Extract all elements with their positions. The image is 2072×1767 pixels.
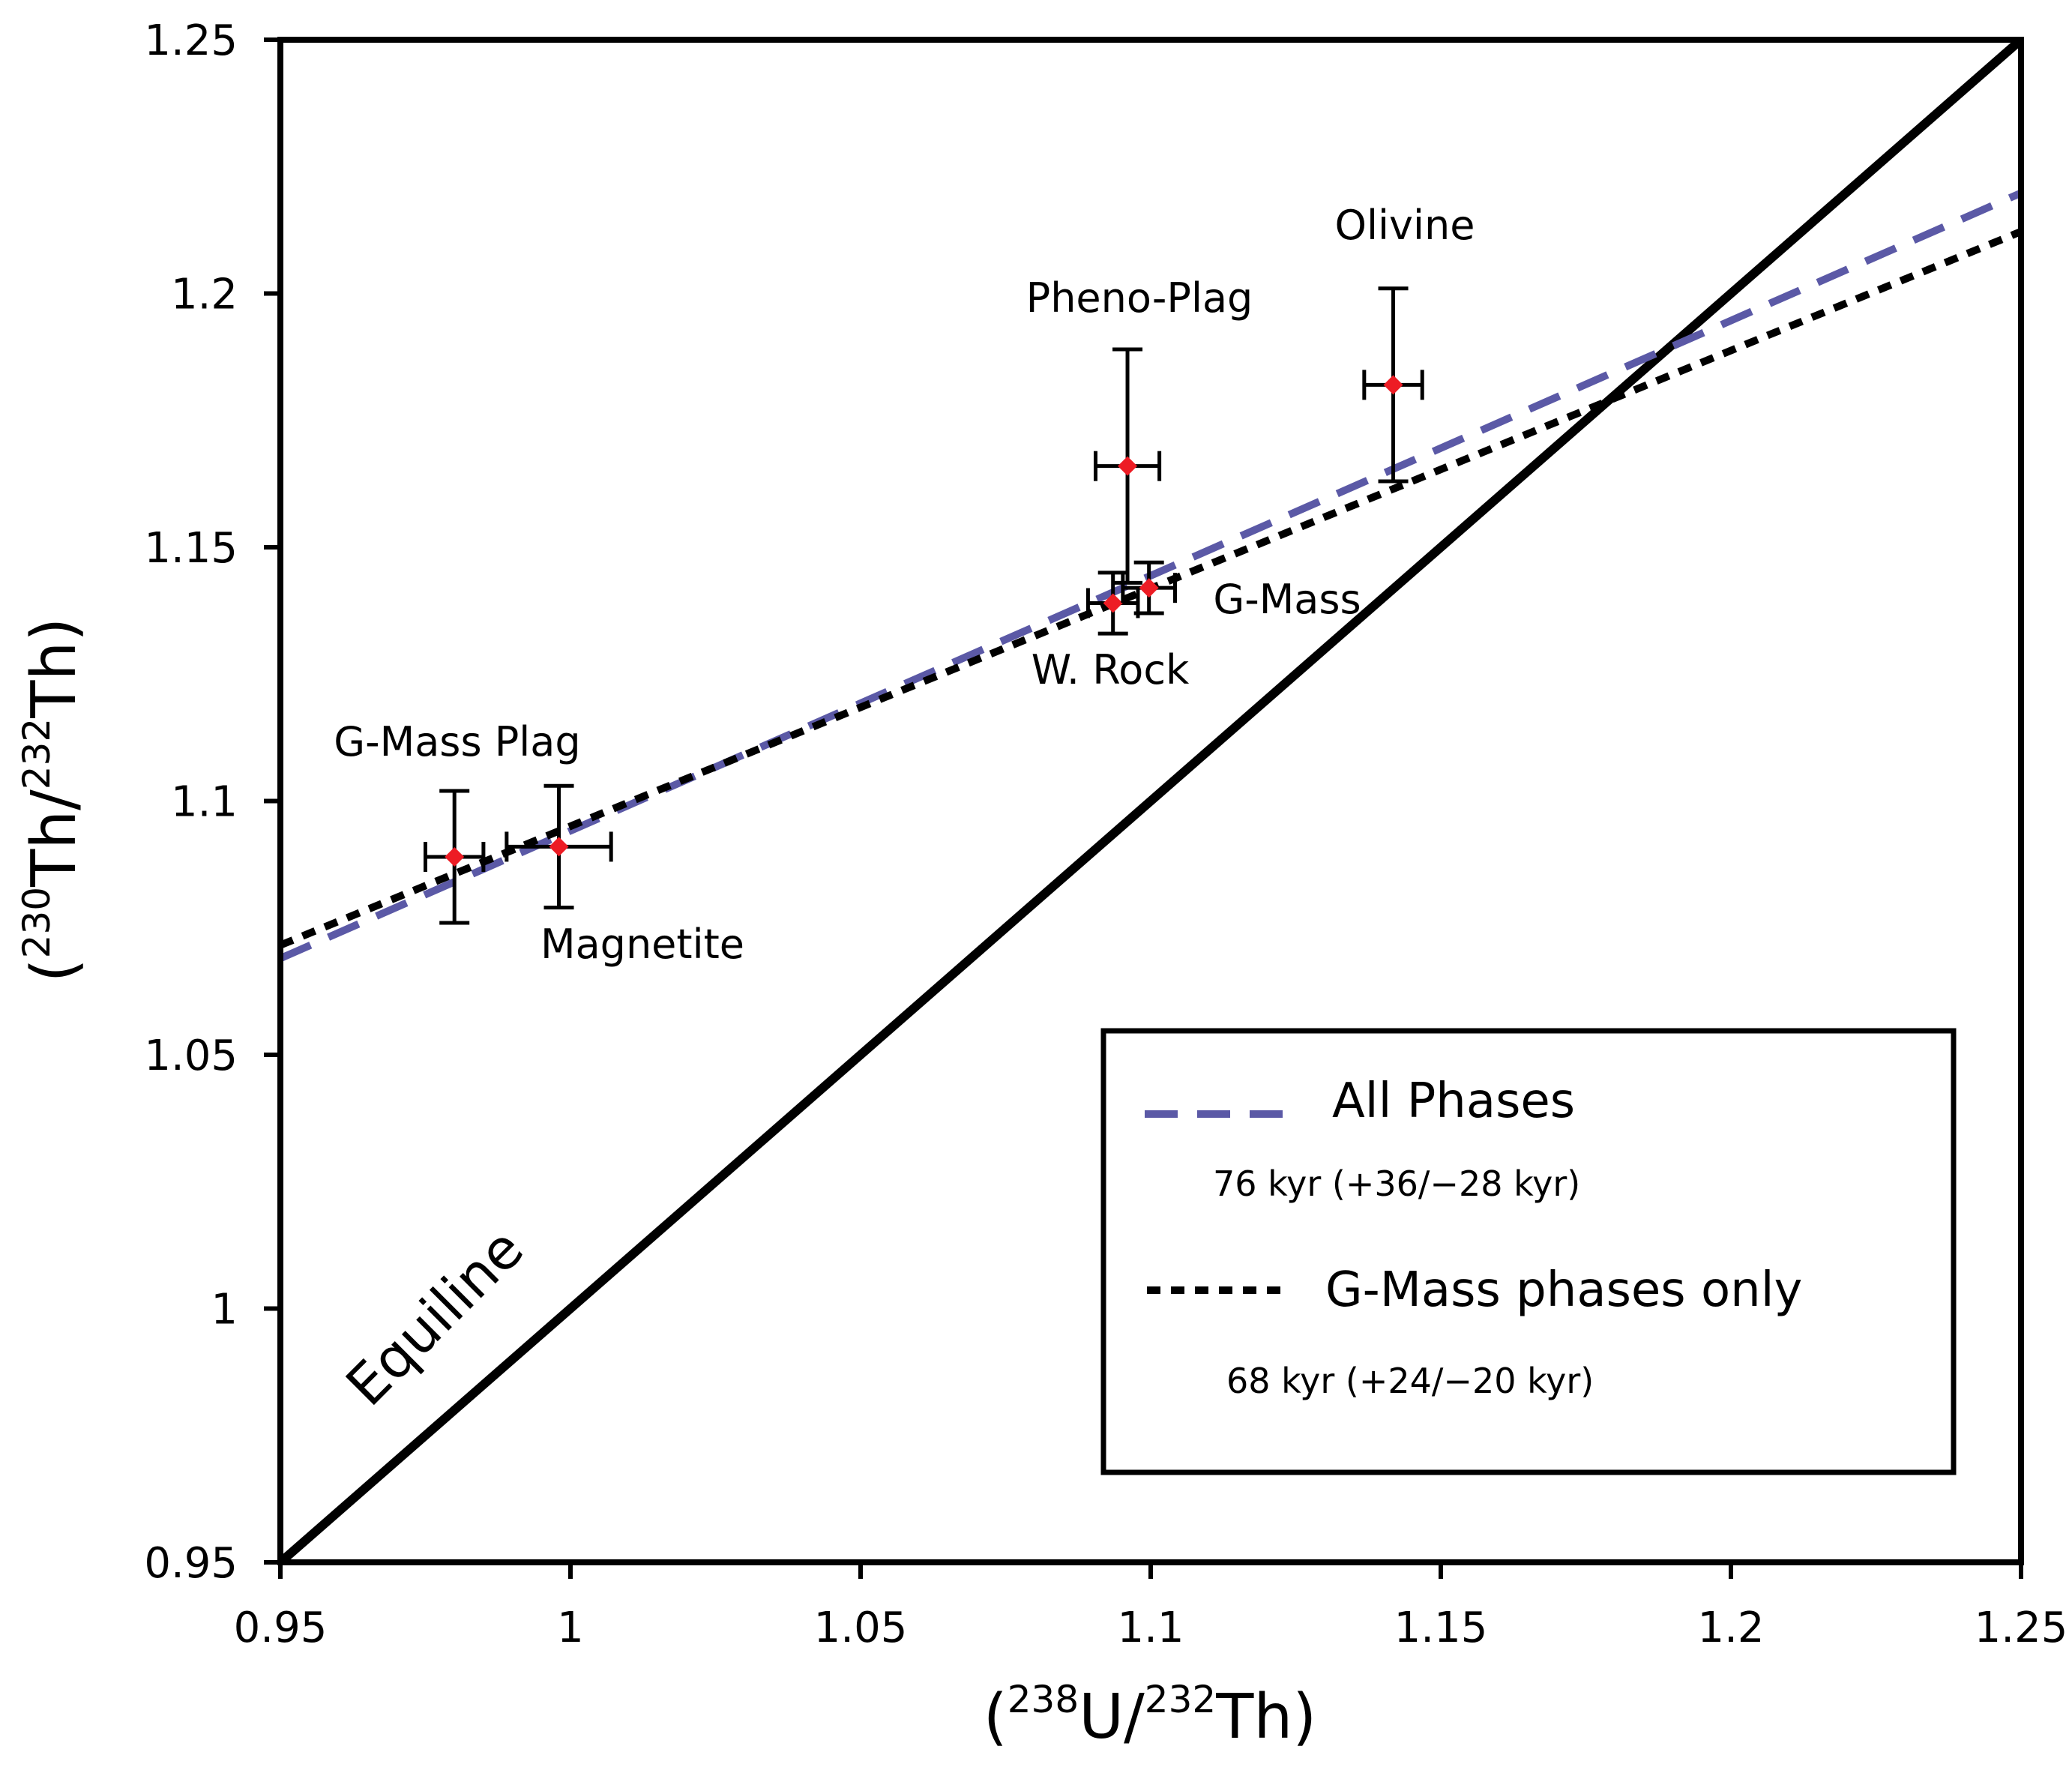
data-points: G-Mass Plag Magnetite W. Rock G-Mass Pheno-P… (334, 202, 1475, 968)
y-tick-label: 1.2 (171, 271, 238, 319)
line-equiline (280, 40, 2021, 1562)
data-point: Olivine (1335, 202, 1475, 484)
y-tick-label: 1.25 (144, 16, 238, 65)
point-marker (1103, 593, 1123, 613)
y-tick-label: 1.05 (144, 1032, 238, 1080)
x-tick-label: 1.05 (814, 1604, 908, 1652)
legend-box (1100, 1028, 1957, 1475)
y-tick-label: 0.95 (144, 1539, 238, 1588)
x-tick-label: 0.95 (234, 1604, 328, 1652)
y-tick-label: 1 (211, 1286, 238, 1334)
data-point: G-Mass (1121, 560, 1361, 623)
legend-age-gmass: 68 kyr (+24/−20 kyr) (1226, 1361, 1594, 1401)
point-marker (1118, 456, 1138, 476)
data-point: W. Rock (1032, 571, 1190, 693)
data-point: G-Mass Plag (334, 718, 581, 925)
y-axis-label: (230Th/232Th) (15, 618, 90, 983)
point-marker (1139, 578, 1159, 598)
legend-label-all-phases: All Phases (1332, 1074, 1575, 1129)
point-label: Magnetite (540, 921, 744, 968)
point-label: Pheno-Plag (1026, 274, 1253, 322)
y-tick-label: 1.1 (171, 778, 238, 827)
equiline-label: Equiline (334, 1217, 536, 1418)
point-label: G-Mass Plag (334, 718, 580, 765)
x-tick-label: 1.2 (1697, 1604, 1764, 1652)
x-axis-label: (238U/232Th) (984, 1678, 1317, 1753)
point-marker (1383, 375, 1403, 395)
point-label: W. Rock (1032, 646, 1190, 693)
axis-ticks: 0.95 1 1.05 1.1 1.15 1.2 1.25 0.95 1 1.05 1.1 1.15 1… (144, 16, 2068, 1652)
point-label: G-Mass (1213, 576, 1361, 623)
point-marker (445, 846, 465, 867)
y-tick-label: 1.15 (144, 524, 238, 573)
legend-label-gmass: G-Mass phases only (1325, 1262, 1802, 1318)
legend-age-all-phases: 76 kyr (+36/−28 kyr) (1213, 1164, 1580, 1204)
data-point: Pheno-Plag (1026, 274, 1253, 585)
x-tick-label: 1.25 (1975, 1604, 2068, 1652)
legend: All Phases 76 kyr (+36/−28 kyr) G-Mass p… (1100, 1028, 1957, 1475)
point-marker (549, 837, 569, 857)
point-label: Olivine (1335, 202, 1475, 249)
x-tick-label: 1.15 (1394, 1604, 1488, 1652)
x-tick-label: 1.1 (1117, 1604, 1184, 1652)
data-point: Magnetite (505, 783, 744, 968)
x-tick-label: 1 (557, 1604, 584, 1652)
